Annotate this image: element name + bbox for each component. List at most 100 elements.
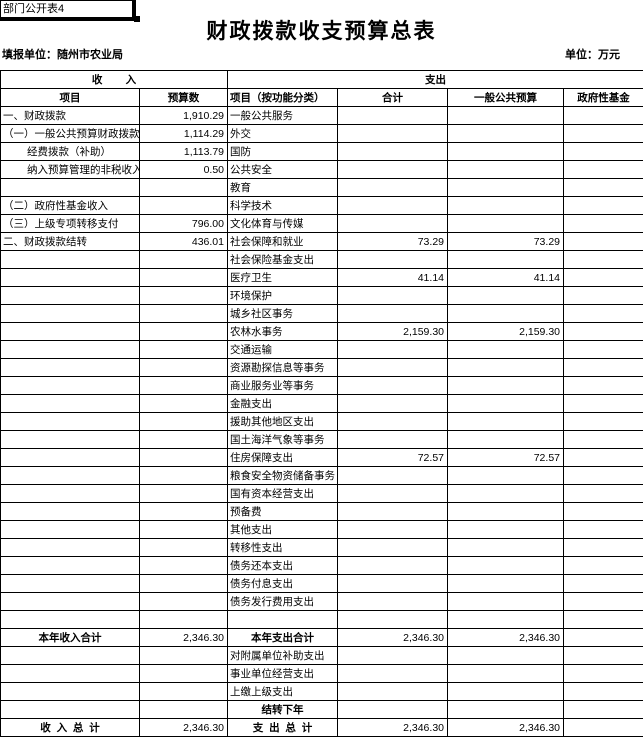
column-header-budget-amount: 预算数 — [140, 89, 228, 107]
expenditure-item-cell: 环境保护 — [228, 287, 338, 305]
gov-fund-cell — [564, 683, 643, 701]
expenditure-item-cell: 转移性支出 — [228, 539, 338, 557]
total-cell — [338, 467, 448, 485]
expenditure-item-cell: 结转下年 — [228, 701, 338, 719]
income-item-cell — [1, 269, 140, 287]
gov-fund-cell — [564, 431, 643, 449]
income-item-cell — [1, 305, 140, 323]
general-budget-cell — [448, 557, 564, 575]
income-item-cell — [1, 647, 140, 665]
general-budget-cell — [448, 611, 564, 629]
income-item-cell — [1, 575, 140, 593]
income-item-cell — [1, 665, 140, 683]
total-cell: 2,159.30 — [338, 323, 448, 341]
general-budget-cell — [448, 575, 564, 593]
gov-fund-cell — [564, 215, 643, 233]
general-budget-cell — [448, 485, 564, 503]
total-cell: 41.14 — [338, 269, 448, 287]
gov-fund-cell — [564, 125, 643, 143]
income-value-cell — [140, 431, 228, 449]
table-row: 对附属单位补助支出 — [1, 647, 643, 665]
income-item-cell: 二、财政拨款结转 — [1, 233, 140, 251]
income-value-cell — [140, 413, 228, 431]
total-cell — [338, 305, 448, 323]
total-cell — [338, 701, 448, 719]
general-budget-cell: 2,346.30 — [448, 629, 564, 647]
table-row: 债务付息支出 — [1, 575, 643, 593]
gov-fund-cell — [564, 287, 643, 305]
expenditure-item-cell: 债务发行费用支出 — [228, 593, 338, 611]
expenditure-item-cell: 预备费 — [228, 503, 338, 521]
gov-fund-cell — [564, 269, 643, 287]
income-value-cell: 0.50 — [140, 161, 228, 179]
income-value-cell: 796.00 — [140, 215, 228, 233]
general-budget-cell — [448, 593, 564, 611]
total-cell — [338, 161, 448, 179]
general-budget-cell — [448, 179, 564, 197]
table-row: 环境保护 — [1, 287, 643, 305]
income-item-cell — [1, 377, 140, 395]
expenditure-item-cell: 一般公共服务 — [228, 107, 338, 125]
table-row: 交通运输 — [1, 341, 643, 359]
income-item-cell: 纳入预算管理的非税收入 — [1, 161, 140, 179]
group-header-row: 收 入 支出 — [1, 71, 643, 89]
income-value-cell — [140, 305, 228, 323]
gov-fund-cell — [564, 143, 643, 161]
income-value-cell — [140, 395, 228, 413]
income-value-cell — [140, 683, 228, 701]
income-item-cell — [1, 467, 140, 485]
general-budget-cell: 73.29 — [448, 233, 564, 251]
general-budget-cell — [448, 215, 564, 233]
general-budget-cell — [448, 161, 564, 179]
total-cell — [338, 287, 448, 305]
income-value-cell — [140, 179, 228, 197]
income-item-cell — [1, 341, 140, 359]
gov-fund-cell — [564, 305, 643, 323]
expenditure-item-cell: 金融支出 — [228, 395, 338, 413]
expenditure-item-cell: 本年支出合计 — [228, 629, 338, 647]
income-item-cell: （三）上级专项转移支付 — [1, 215, 140, 233]
gov-fund-cell — [564, 449, 643, 467]
income-value-cell — [140, 449, 228, 467]
gov-fund-cell — [564, 665, 643, 683]
gov-fund-cell — [564, 377, 643, 395]
total-cell: 2,346.30 — [338, 629, 448, 647]
general-budget-cell — [448, 413, 564, 431]
general-budget-cell — [448, 287, 564, 305]
total-cell — [338, 251, 448, 269]
table-row: 粮食安全物资储备事务 — [1, 467, 643, 485]
gov-fund-cell — [564, 629, 643, 647]
general-budget-cell — [448, 431, 564, 449]
general-budget-cell — [448, 647, 564, 665]
total-cell — [338, 197, 448, 215]
income-group-header: 收 入 — [1, 71, 228, 89]
column-header-total: 合计 — [338, 89, 448, 107]
income-value-cell — [140, 521, 228, 539]
gov-fund-cell — [564, 251, 643, 269]
general-budget-cell — [448, 683, 564, 701]
gov-fund-cell — [564, 521, 643, 539]
expenditure-item-cell: 住房保障支出 — [228, 449, 338, 467]
column-header-government-fund: 政府性基金 — [564, 89, 643, 107]
income-item-cell: 一、财政拨款 — [1, 107, 140, 125]
general-budget-cell — [448, 539, 564, 557]
gov-fund-cell — [564, 233, 643, 251]
total-cell — [338, 503, 448, 521]
income-item-cell — [1, 431, 140, 449]
total-cell — [338, 125, 448, 143]
general-budget-cell: 2,346.30 — [448, 719, 564, 737]
general-budget-cell — [448, 503, 564, 521]
general-budget-cell — [448, 341, 564, 359]
table-row: 援助其他地区支出 — [1, 413, 643, 431]
income-value-cell — [140, 269, 228, 287]
income-item-cell: 本年收入合计 — [1, 629, 140, 647]
general-budget-cell — [448, 521, 564, 539]
expenditure-item-cell: 国土海洋气象等事务 — [228, 431, 338, 449]
expenditure-item-cell: 交通运输 — [228, 341, 338, 359]
unit-note-label: 单位：万元 — [565, 49, 620, 62]
